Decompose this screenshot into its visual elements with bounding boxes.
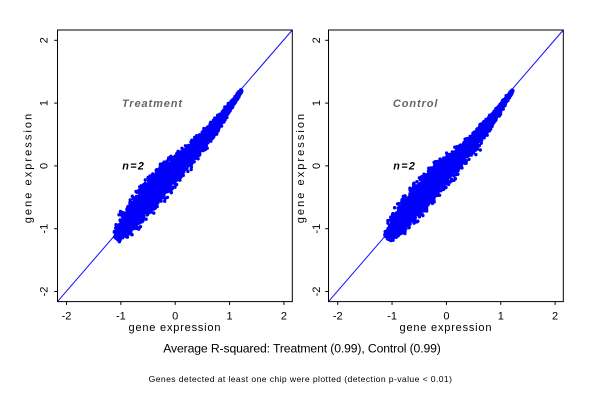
svg-text:-2: -2 xyxy=(311,287,323,297)
svg-text:n=2: n=2 xyxy=(393,161,416,173)
svg-text:gene expression: gene expression xyxy=(23,112,35,223)
svg-text:gene expression: gene expression xyxy=(295,112,307,223)
svg-text:-2: -2 xyxy=(38,287,50,297)
svg-text:-2: -2 xyxy=(62,311,72,323)
svg-text:0: 0 xyxy=(443,311,449,323)
svg-text:1: 1 xyxy=(38,100,50,106)
svg-text:gene expression: gene expression xyxy=(400,322,493,334)
svg-text:-2: -2 xyxy=(333,311,343,323)
svg-text:-1: -1 xyxy=(116,311,126,323)
svg-text:-1: -1 xyxy=(311,224,323,234)
svg-text:-1: -1 xyxy=(38,224,50,234)
svg-text:0: 0 xyxy=(311,163,323,169)
svg-text:-1: -1 xyxy=(387,311,397,323)
svg-text:Control: Control xyxy=(393,98,438,110)
svg-text:2: 2 xyxy=(311,37,323,43)
svg-text:2: 2 xyxy=(38,37,50,43)
svg-text:Genes detected at least one ch: Genes detected at least one chip were pl… xyxy=(149,374,453,384)
svg-text:2: 2 xyxy=(552,311,558,323)
svg-text:gene expression: gene expression xyxy=(129,322,222,334)
svg-text:n=2: n=2 xyxy=(122,161,145,173)
svg-text:Treatment: Treatment xyxy=(122,98,184,110)
svg-text:0: 0 xyxy=(172,311,178,323)
svg-text:1: 1 xyxy=(311,100,323,106)
svg-text:2: 2 xyxy=(281,311,287,323)
svg-text:1: 1 xyxy=(226,311,232,323)
svg-text:1: 1 xyxy=(498,311,504,323)
svg-text:0: 0 xyxy=(38,163,50,169)
svg-text:Average R-squared: Treatment (: Average R-squared: Treatment (0.99), Con… xyxy=(163,342,441,356)
